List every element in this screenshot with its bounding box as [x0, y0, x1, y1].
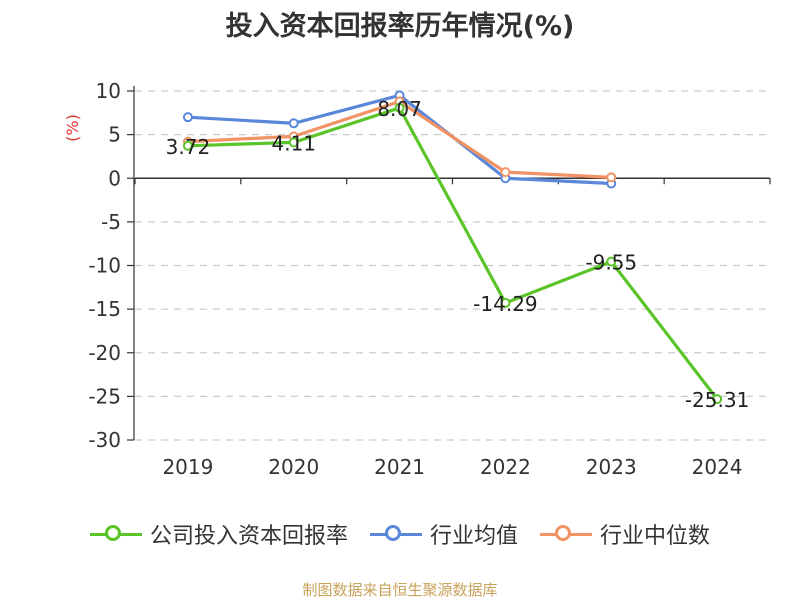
legend-swatch-company	[89, 523, 142, 545]
data-label: -9.55	[585, 251, 637, 275]
y-axis-label: (%)	[63, 114, 82, 142]
series-line-0	[187, 106, 719, 401]
data-point-series-0	[394, 102, 405, 113]
data-label: -25.31	[685, 388, 749, 412]
data-label: 3.72	[166, 135, 211, 159]
data-point-series-2	[500, 167, 511, 178]
data-point-series-0	[606, 256, 617, 267]
data-point-series-2	[606, 172, 617, 183]
x-tick-label: 2024	[692, 455, 743, 479]
y-tick-label: -5	[101, 210, 121, 234]
y-tick-label: 5	[108, 123, 121, 147]
x-tick-label: 2023	[586, 455, 637, 479]
legend-label-company: 公司投入资本回报率	[149, 524, 348, 549]
y-tick-label: 10	[96, 79, 121, 103]
data-label: 8.07	[377, 97, 422, 121]
data-source-note: 制图数据来自恒生聚源数据库	[302, 581, 498, 599]
x-tick-label: 2021	[374, 455, 425, 479]
y-tick-label: -20	[88, 341, 121, 365]
legend-item-industry-average[interactable]: 行业均值	[369, 518, 518, 550]
x-tick-label: 2022	[480, 455, 531, 479]
y-tick-label: 0	[108, 166, 121, 190]
data-point-series-0	[288, 137, 299, 148]
legend-swatch-industry-average	[369, 523, 422, 545]
data-point-series-1	[288, 118, 299, 129]
y-tick-label: -25	[88, 384, 121, 408]
x-tick-label: 2019	[162, 455, 213, 479]
y-tick-label: -30	[88, 428, 121, 452]
data-point-series-1	[182, 112, 193, 123]
data-label: -14.29	[473, 292, 537, 316]
legend-item-company[interactable]: 公司投入资本回报率	[89, 518, 348, 550]
y-tick-label: -10	[88, 254, 121, 278]
legend: 公司投入资本回报率 行业均值 行业中位数	[0, 518, 800, 550]
data-point-series-0	[500, 297, 511, 308]
chart-title: 投入资本回报率历年情况(%)	[225, 11, 575, 42]
legend-swatch-industry-median	[540, 523, 592, 545]
data-point-series-0	[182, 140, 193, 151]
y-tick-label: -15	[88, 297, 121, 321]
legend-label-industry-median: 行业中位数	[600, 524, 711, 549]
legend-label-industry-average: 行业均值	[429, 524, 518, 549]
x-tick-label: 2020	[268, 455, 319, 479]
legend-item-industry-median[interactable]: 行业中位数	[540, 518, 710, 550]
data-point-series-0	[712, 394, 723, 405]
data-label: 4.11	[271, 131, 316, 155]
